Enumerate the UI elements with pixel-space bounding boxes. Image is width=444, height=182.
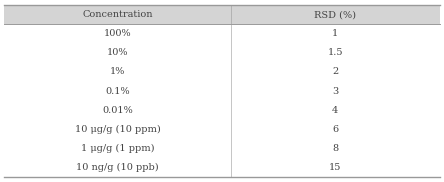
- Text: 4: 4: [332, 106, 338, 114]
- Text: 10 ng/g (10 ppb): 10 ng/g (10 ppb): [76, 163, 159, 172]
- Text: 0.01%: 0.01%: [102, 106, 133, 114]
- Text: 2: 2: [332, 68, 338, 76]
- Text: 10 μg/g (10 ppm): 10 μg/g (10 ppm): [75, 124, 160, 134]
- Text: 3: 3: [332, 86, 338, 96]
- Text: 1: 1: [332, 29, 338, 38]
- Text: 8: 8: [332, 144, 338, 153]
- Text: 6: 6: [332, 124, 338, 134]
- Bar: [4, 5, 440, 24]
- Text: 15: 15: [329, 163, 341, 172]
- Text: RSD (%): RSD (%): [314, 10, 356, 19]
- Text: Concentration: Concentration: [82, 10, 153, 19]
- Text: 0.1%: 0.1%: [105, 86, 130, 96]
- Text: 100%: 100%: [104, 29, 131, 38]
- Text: 1 μg/g (1 ppm): 1 μg/g (1 ppm): [81, 143, 155, 153]
- Text: 1.5: 1.5: [327, 48, 343, 58]
- Text: 1%: 1%: [110, 68, 125, 76]
- Text: 10%: 10%: [107, 48, 128, 58]
